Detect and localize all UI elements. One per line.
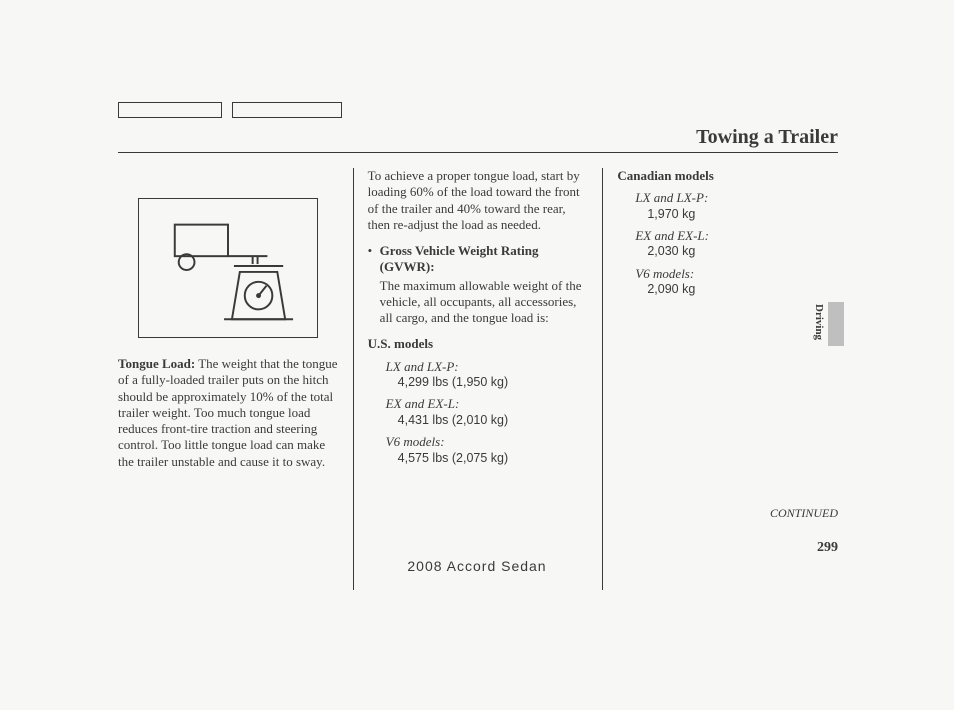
tongue-load-paragraph: Tongue Load: The weight that the tongue … <box>118 356 339 470</box>
ca-model-label-0: LX and LX-P: <box>635 190 838 206</box>
ca-model-value-2: 2,090 kg <box>647 282 838 298</box>
us-model-value-1: 4,431 lbs (2,010 kg) <box>398 413 589 429</box>
us-model-label-0: LX and LX-P: <box>386 359 589 375</box>
bullet-icon: • <box>368 243 380 276</box>
column-3: Canadian models LX and LX-P: 1,970 kg EX… <box>603 168 838 590</box>
canadian-models-heading: Canadian models <box>617 168 838 184</box>
ca-model-value-1: 2,030 kg <box>647 244 838 260</box>
continued-label: CONTINUED <box>770 506 838 521</box>
page-number: 299 <box>817 540 838 556</box>
tongue-load-text: The weight that the tongue of a fully-lo… <box>118 356 338 469</box>
tongue-load-instruction: To achieve a proper tongue load, start b… <box>368 168 589 233</box>
ca-model-value-0: 1,970 kg <box>647 207 838 223</box>
us-model-value-0: 4,299 lbs (1,950 kg) <box>398 375 589 391</box>
ca-model-label-2: V6 models: <box>635 266 838 282</box>
ca-model-label-1: EX and EX-L: <box>635 228 838 244</box>
content-columns: Tongue Load: The weight that the tongue … <box>118 168 838 590</box>
gvwr-bullet: • Gross Vehicle Weight Rating (GVWR): <box>368 243 589 276</box>
footer-vehicle-model: 2008 Accord Sedan <box>0 558 954 574</box>
title-rule <box>118 152 838 153</box>
us-model-label-2: V6 models: <box>386 434 589 450</box>
gvwr-body: Gross Vehicle Weight Rating (GVWR): <box>380 243 589 276</box>
tongue-load-illustration <box>138 198 318 338</box>
column-2: To achieve a proper tongue load, start b… <box>353 168 604 590</box>
header-box-2 <box>232 102 342 118</box>
column-1: Tongue Load: The weight that the tongue … <box>118 168 353 590</box>
manual-page: Towing a Trailer Driving <box>0 0 954 710</box>
header-placeholder-boxes <box>118 102 342 118</box>
us-model-value-2: 4,575 lbs (2,075 kg) <box>398 451 589 467</box>
page-title: Towing a Trailer <box>696 126 838 149</box>
gvwr-label: Gross Vehicle Weight Rating (GVWR): <box>380 243 539 274</box>
tongue-load-label: Tongue Load: <box>118 356 195 371</box>
us-models-heading: U.S. models <box>368 336 589 352</box>
us-model-label-1: EX and EX-L: <box>386 396 589 412</box>
gvwr-text: The maximum allowable weight of the vehi… <box>380 278 589 327</box>
header-box-1 <box>118 102 222 118</box>
